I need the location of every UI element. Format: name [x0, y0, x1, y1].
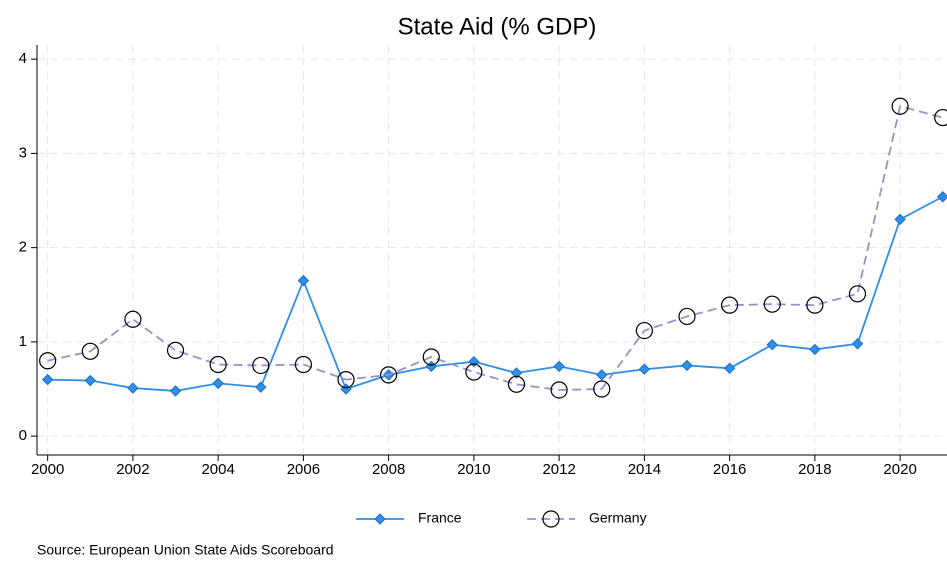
point [510, 367, 523, 379]
point [81, 342, 99, 360]
point [891, 97, 909, 115]
point [169, 385, 182, 397]
x-tick-label: 2012 [542, 461, 575, 478]
point [41, 373, 54, 386]
point [678, 307, 696, 326]
point [723, 362, 736, 374]
x-tick-label: 2016 [713, 461, 746, 478]
point [468, 355, 480, 368]
y-tick-label: 3 [19, 144, 27, 161]
line [47, 105, 943, 391]
point [596, 369, 608, 381]
point [934, 108, 947, 127]
x-tick-label: 2018 [798, 461, 831, 478]
point [507, 375, 526, 393]
chart-title: State Aid (% GDP) [398, 13, 597, 40]
point [848, 285, 867, 303]
y-tick-label: 4 [19, 50, 27, 67]
point [766, 339, 778, 351]
point [465, 363, 483, 381]
point [337, 370, 355, 389]
x-tick-label: 2008 [372, 461, 405, 478]
y-tick-label: 0 [19, 427, 27, 444]
point [806, 296, 824, 314]
point [297, 274, 310, 287]
line [47, 195, 944, 392]
point [638, 363, 651, 375]
x-tick-label: 2014 [628, 461, 661, 478]
point [635, 321, 653, 340]
legend-label: France [418, 510, 462, 526]
point [894, 213, 906, 226]
point [809, 343, 821, 356]
x-tick-label: 2000 [31, 461, 64, 478]
x-tick-label: 2004 [201, 461, 234, 478]
point [255, 381, 267, 393]
point [422, 348, 440, 366]
point [124, 310, 142, 328]
point [593, 380, 611, 398]
y-tick-label: 1 [19, 333, 27, 350]
x-tick-label: 2010 [457, 461, 490, 478]
point [209, 355, 227, 374]
point [212, 377, 224, 390]
point [39, 352, 57, 370]
x-tick-label: 2020 [883, 461, 916, 478]
legend-marker [542, 510, 560, 528]
point [252, 356, 270, 375]
point [763, 295, 781, 313]
point [721, 296, 739, 314]
point [84, 374, 96, 387]
source-note: Source: European Union State Aids Scoreb… [37, 542, 334, 558]
point [681, 359, 693, 372]
point [937, 191, 947, 203]
y-tick-label: 2 [19, 239, 27, 256]
x-tick-label: 2002 [116, 461, 149, 478]
legend-marker [374, 513, 386, 525]
point [294, 355, 312, 374]
point [550, 381, 568, 399]
point [851, 338, 864, 350]
legend-label: Germany [589, 510, 647, 526]
point [553, 360, 565, 373]
point [380, 366, 398, 384]
point [127, 382, 139, 394]
point [166, 341, 185, 359]
x-tick-label: 2006 [287, 461, 320, 478]
